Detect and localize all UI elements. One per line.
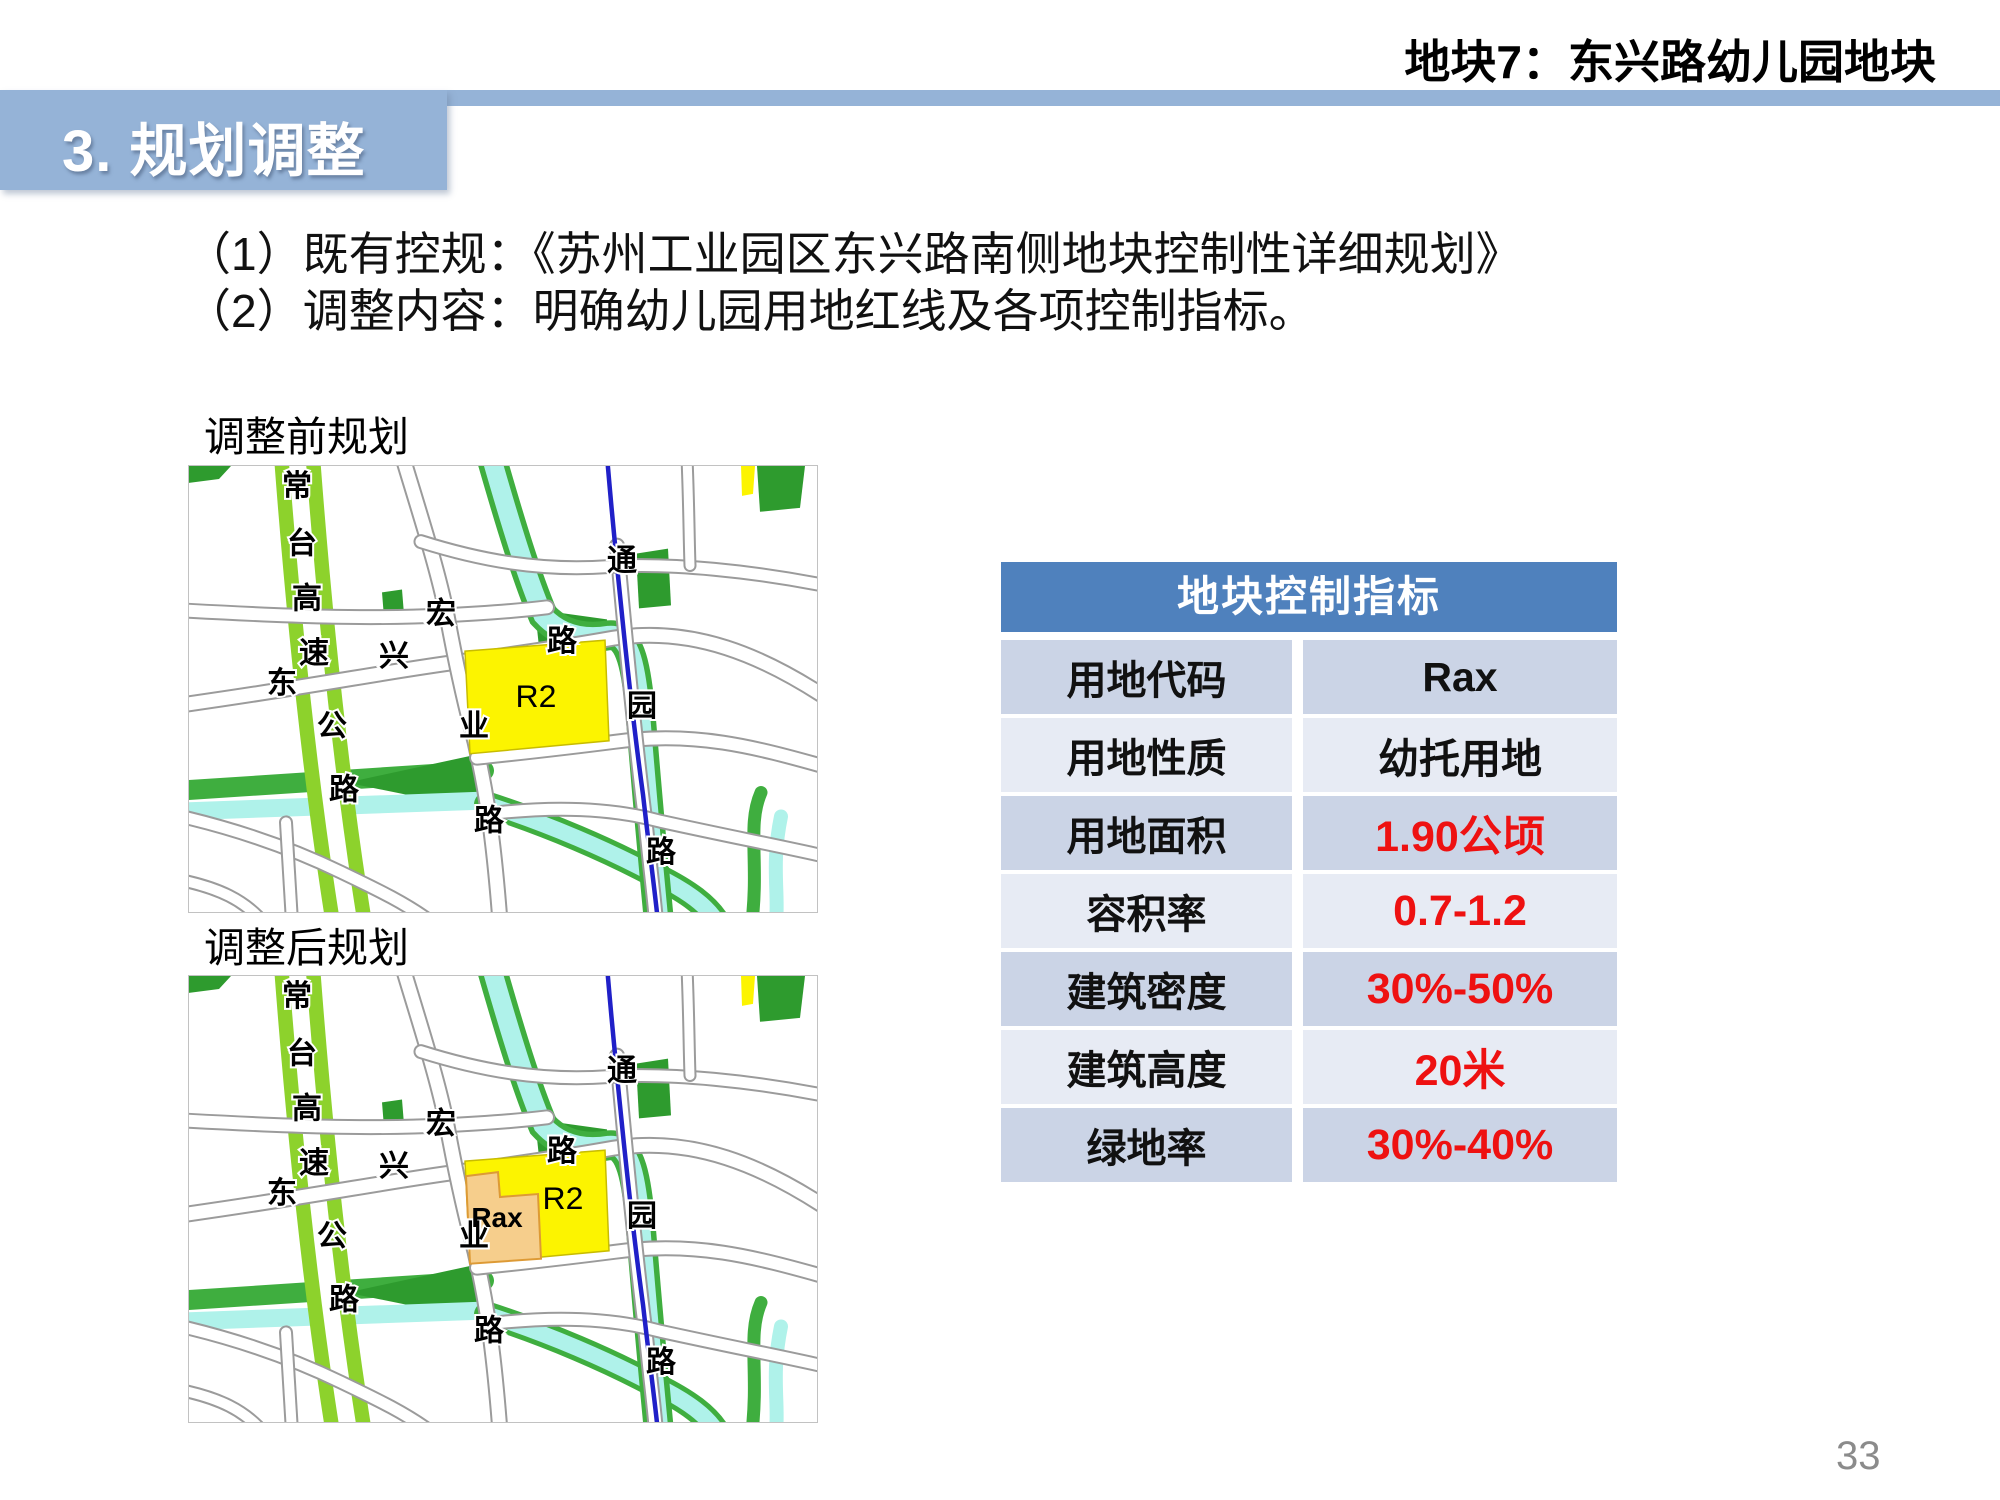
row-label: 建筑高度 [1001, 1030, 1292, 1104]
map-before-image: 常台高速公路东兴宏路业路通园路 R2 [188, 465, 818, 913]
row-label: 绿地率 [1001, 1108, 1292, 1182]
road-label: 常 [282, 470, 312, 503]
road-label: 路 [646, 836, 677, 869]
paragraph-line: （1）既有控规：《苏州工业园区东兴路南侧地块控制性详细规划》 [185, 228, 1522, 280]
slide-header-label: 地块7：东兴路幼儿园地块 [1404, 36, 1936, 88]
road-label: 高 [292, 1092, 322, 1125]
table-row: 用地性质 幼托用地 [1001, 718, 1617, 792]
zone-label: R2 [543, 1180, 584, 1216]
table-row: 绿地率 30%-40% [1001, 1108, 1617, 1182]
road-label: 通 [607, 1055, 637, 1088]
road-label: 宏 [426, 596, 456, 630]
road-label: 业 [459, 1220, 489, 1253]
road-label: 路 [646, 1346, 677, 1379]
road-label: 宏 [426, 1106, 456, 1140]
accent-band [0, 90, 2000, 106]
row-label: 容积率 [1001, 874, 1292, 948]
road-label: 常 [282, 980, 312, 1013]
table-row: 用地面积 1.90公顷 [1001, 796, 1617, 870]
road-label: 速 [299, 637, 329, 670]
table-row: 建筑密度 30%-50% [1001, 952, 1617, 1026]
road-label: 公 [317, 710, 347, 743]
row-label: 用地面积 [1001, 796, 1292, 870]
indicator-table: 地块控制指标 用地代码 Rax 用地性质 幼托用地 用地面积 1.90公顷 容积率 0.7-1… [1001, 562, 1617, 1186]
table-row: 用地代码 Rax [1001, 640, 1617, 714]
map-before-caption: 调整前规划 [204, 414, 409, 460]
row-value: 30%-40% [1303, 1108, 1617, 1182]
section-title: 3. 规划调整 [62, 119, 366, 184]
row-value: 1.90公顷 [1303, 796, 1617, 870]
road-label: 路 [474, 804, 505, 837]
road-label: 台 [287, 527, 317, 561]
road-label: 路 [547, 625, 578, 658]
row-value: Rax [1303, 640, 1617, 714]
road-label: 园 [627, 1200, 657, 1233]
road-label: 兴 [379, 1150, 409, 1183]
table-row: 容积率 0.7-1.2 [1001, 874, 1617, 948]
road-label: 台 [287, 1037, 317, 1071]
road-label: 路 [547, 1135, 578, 1168]
road-label: 东 [267, 666, 297, 700]
road-label: 路 [329, 774, 360, 807]
road-label: 业 [459, 710, 489, 743]
map-after-caption: 调整后规划 [204, 925, 409, 971]
road-label: 路 [474, 1314, 505, 1347]
row-value: 幼托用地 [1303, 718, 1617, 792]
kindergarten-zone-label: Rax [471, 1202, 523, 1233]
zone-label: R2 [516, 678, 557, 714]
intro-paragraphs: （1）既有控规：《苏州工业园区东兴路南侧地块控制性详细规划》 （2）调整内容：明… [185, 226, 1522, 340]
road-label: 东 [267, 1176, 297, 1210]
road-label: 速 [299, 1147, 329, 1180]
row-value: 30%-50% [1303, 952, 1617, 1026]
road-label: 公 [317, 1220, 347, 1253]
road-label: 通 [607, 545, 637, 578]
row-label: 用地代码 [1001, 640, 1292, 714]
road-label: 兴 [379, 640, 409, 673]
map-after-image: 常台高速公路东兴宏路业路通园路 R2 Rax [188, 975, 818, 1423]
road-label: 园 [627, 690, 657, 723]
row-label: 建筑密度 [1001, 952, 1292, 1026]
table-row: 建筑高度 20米 [1001, 1030, 1617, 1104]
section-title-box: 3. 规划调整 [0, 90, 447, 190]
road-label: 路 [329, 1284, 360, 1317]
table-title: 地块控制指标 [1001, 562, 1617, 632]
page-number: 33 [1836, 1434, 1881, 1478]
paragraph-line: （2）调整内容：明确幼儿园用地红线及各项控制指标。 [185, 285, 1315, 337]
row-value: 0.7-1.2 [1303, 874, 1617, 948]
row-value: 20米 [1303, 1030, 1617, 1104]
table-body: 用地代码 Rax 用地性质 幼托用地 用地面积 1.90公顷 容积率 0.7-1.2 建筑密度 3… [1001, 640, 1617, 1182]
row-label: 用地性质 [1001, 718, 1292, 792]
road-label: 高 [292, 582, 322, 615]
